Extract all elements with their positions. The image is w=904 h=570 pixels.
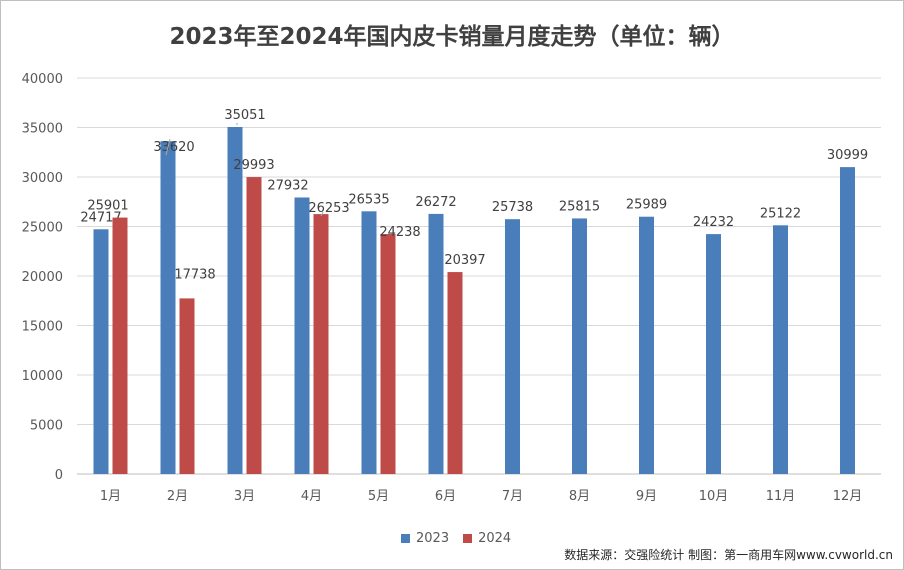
x-tick-label: 11月 (766, 489, 796, 504)
bar-2024-1月 (112, 217, 128, 475)
data-label: 24717 (80, 210, 121, 225)
label-leader-line (320, 211, 324, 217)
data-label: 30999 (827, 148, 868, 163)
y-tick-label: 0 (55, 468, 63, 483)
x-tick-label: 8月 (569, 489, 590, 504)
data-label: 25901 (87, 199, 128, 214)
bar-2023-8月 (572, 218, 587, 474)
label-leader-line (165, 139, 171, 156)
data-label: 25738 (492, 200, 533, 215)
legend-swatch-2023 (401, 534, 410, 543)
data-label: 25815 (559, 199, 600, 214)
y-tick-label: 40000 (22, 72, 63, 87)
bar-2023-11月 (773, 225, 788, 474)
x-tick-label: 6月 (435, 489, 456, 504)
bar-2023-5月 (361, 211, 377, 474)
bar-2024-6月 (447, 272, 463, 474)
legend-label-2024: 2024 (478, 531, 512, 546)
chart-title: 2023年至2024年国内皮卡销量月度走势（单位：辆） (169, 24, 735, 50)
data-label: 26272 (415, 195, 456, 210)
x-tick-label: 2月 (167, 489, 188, 504)
x-tick-label: 10月 (699, 489, 729, 504)
x-tick-label: 5月 (368, 489, 389, 504)
bar-2024-2月 (179, 298, 195, 474)
bar-2024-4月 (313, 214, 329, 474)
source-note: 数据来源：交强险统计 制图：第一商用车网www.cvworld.cn (564, 548, 893, 562)
bar-2023-9月 (639, 216, 654, 474)
data-label: 20397 (444, 253, 485, 268)
data-label: 24238 (379, 225, 420, 240)
y-tick-label: 35000 (22, 122, 63, 137)
bar-2023-1月 (93, 229, 109, 474)
y-tick-label: 5000 (30, 419, 63, 434)
y-tick-label: 15000 (22, 320, 63, 335)
bar-2024-3月 (246, 177, 262, 474)
x-tick-label: 12月 (833, 489, 863, 504)
y-tick-label: 10000 (22, 369, 63, 384)
data-label: 35051 (224, 108, 265, 123)
legend: 2023 2024 (401, 531, 511, 546)
data-label: 25989 (626, 198, 667, 213)
legend-label-2023: 2023 (416, 531, 450, 546)
bar-2024-5月 (380, 234, 396, 474)
data-label: 27932 (267, 178, 308, 193)
data-label: 29993 (233, 158, 274, 173)
bar-2023-3月 (227, 126, 243, 474)
x-tick-label: 1月 (100, 489, 121, 504)
data-label: 17738 (174, 267, 215, 282)
bar-2023-7月 (505, 219, 520, 474)
x-tick-label: 9月 (636, 489, 657, 504)
bar-2023-4月 (294, 197, 310, 474)
data-label: 24232 (693, 215, 734, 230)
data-label: 33620 (153, 140, 194, 155)
y-tick-label: 30000 (22, 171, 63, 186)
data-label: 25122 (760, 206, 801, 221)
legend-swatch-2024 (463, 534, 473, 543)
bar-2023-6月 (428, 213, 444, 474)
x-tick-label: 4月 (301, 489, 322, 504)
x-tick-label: 7月 (502, 489, 523, 504)
legend-item-2024: 2024 (463, 531, 511, 546)
bar-2023-12月 (840, 167, 855, 474)
y-tick-label: 25000 (22, 221, 63, 236)
data-label: 26253 (308, 201, 349, 216)
data-label: 26535 (348, 192, 389, 207)
y-tick-label: 20000 (22, 270, 63, 285)
bar-2023-10月 (706, 234, 721, 474)
x-tick-label: 3月 (234, 489, 255, 504)
bar-2023-2月 (160, 141, 176, 475)
legend-item-2023: 2023 (401, 531, 449, 546)
